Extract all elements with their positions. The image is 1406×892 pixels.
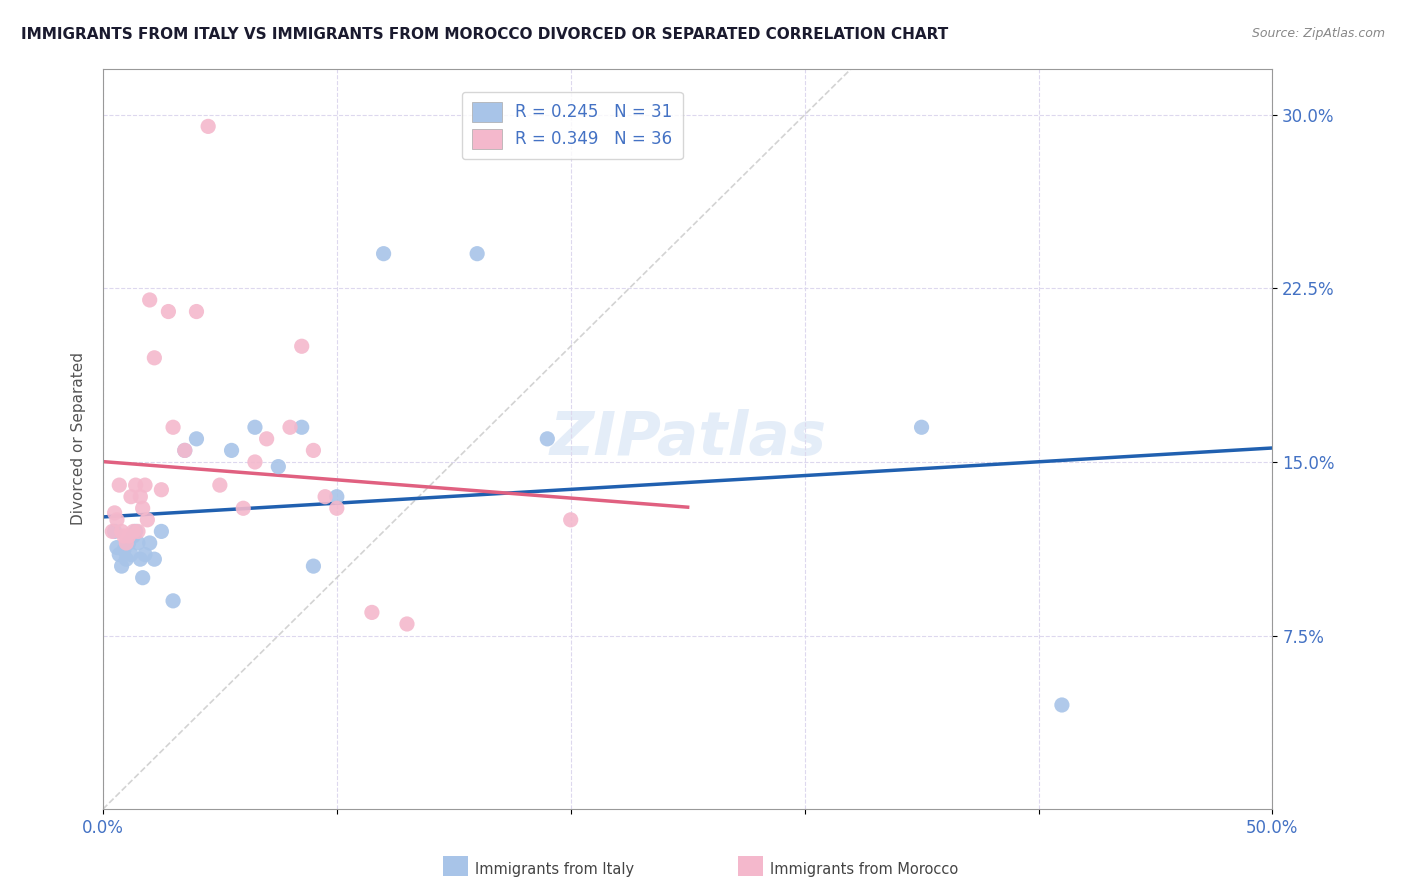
- Point: [136, 513, 159, 527]
- Text: Immigrants from Morocco: Immigrants from Morocco: [770, 863, 959, 877]
- Point: [197, 120, 219, 134]
- Point: [186, 432, 208, 446]
- Point: [162, 420, 184, 434]
- Point: [131, 501, 153, 516]
- Text: IMMIGRANTS FROM ITALY VS IMMIGRANTS FROM MOROCCO DIVORCED OR SEPARATED CORRELATI: IMMIGRANTS FROM ITALY VS IMMIGRANTS FROM…: [21, 27, 948, 42]
- Point: [122, 524, 145, 539]
- Point: [120, 548, 142, 562]
- Point: [108, 548, 131, 562]
- Point: [173, 443, 195, 458]
- Point: [910, 420, 932, 434]
- Point: [186, 304, 208, 318]
- Point: [302, 559, 325, 574]
- Point: [101, 524, 124, 539]
- Point: [108, 478, 131, 492]
- Point: [129, 490, 152, 504]
- Point: [157, 304, 180, 318]
- Point: [326, 490, 349, 504]
- Point: [110, 524, 132, 539]
- Point: [134, 548, 156, 562]
- Point: [243, 420, 266, 434]
- Point: [465, 246, 488, 260]
- Point: [105, 513, 128, 527]
- Point: [143, 351, 166, 365]
- Point: [104, 524, 127, 539]
- Text: Source: ZipAtlas.com: Source: ZipAtlas.com: [1251, 27, 1385, 40]
- Point: [138, 293, 160, 307]
- Point: [536, 432, 558, 446]
- Point: [302, 443, 325, 458]
- Point: [115, 552, 138, 566]
- Point: [278, 420, 301, 434]
- Point: [104, 506, 127, 520]
- Point: [124, 524, 146, 539]
- Point: [361, 606, 384, 620]
- Point: [122, 529, 145, 543]
- Point: [395, 617, 418, 632]
- Point: [127, 536, 149, 550]
- Point: [1050, 698, 1073, 712]
- Point: [162, 594, 184, 608]
- Point: [326, 501, 349, 516]
- Point: [129, 552, 152, 566]
- Point: [232, 501, 254, 516]
- Point: [291, 339, 314, 353]
- Point: [105, 541, 128, 555]
- Point: [208, 478, 231, 492]
- Point: [256, 432, 278, 446]
- Point: [291, 420, 314, 434]
- Point: [112, 529, 135, 543]
- Point: [267, 459, 290, 474]
- Point: [243, 455, 266, 469]
- Point: [117, 529, 139, 543]
- Point: [314, 490, 336, 504]
- Text: ZIPatlas: ZIPatlas: [550, 409, 827, 468]
- Point: [117, 536, 139, 550]
- Point: [115, 536, 138, 550]
- Point: [143, 552, 166, 566]
- Point: [221, 443, 243, 458]
- Point: [134, 478, 156, 492]
- Legend: R = 0.245   N = 31, R = 0.349   N = 36: R = 0.245 N = 31, R = 0.349 N = 36: [463, 92, 683, 159]
- Point: [150, 483, 173, 497]
- Point: [131, 571, 153, 585]
- Point: [373, 246, 395, 260]
- Point: [150, 524, 173, 539]
- Point: [138, 536, 160, 550]
- Point: [124, 478, 146, 492]
- Y-axis label: Divorced or Separated: Divorced or Separated: [72, 352, 86, 525]
- Point: [127, 524, 149, 539]
- Text: Immigrants from Italy: Immigrants from Italy: [475, 863, 634, 877]
- Point: [120, 490, 142, 504]
- Point: [112, 543, 135, 558]
- Point: [173, 443, 195, 458]
- Point: [560, 513, 582, 527]
- Point: [110, 559, 132, 574]
